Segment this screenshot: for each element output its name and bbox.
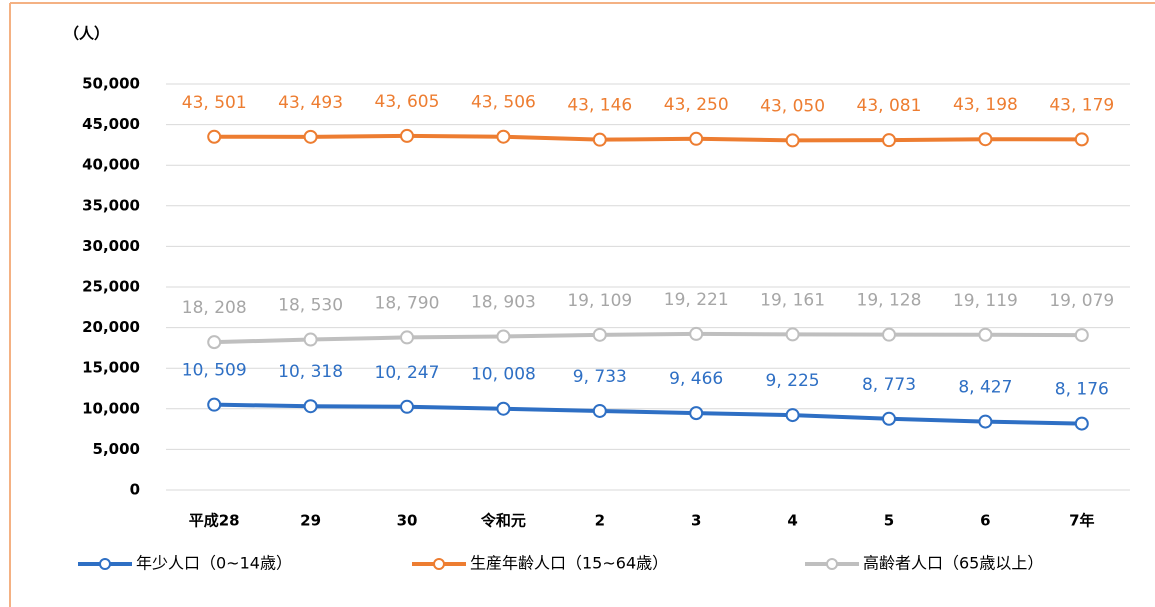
- value-label: 18, 903: [471, 293, 536, 313]
- legend-label: 生産年齢人口（15~64歳）: [470, 554, 668, 573]
- value-label: 19, 109: [567, 291, 632, 311]
- x-tick-label: 3: [691, 512, 701, 530]
- point: [496, 329, 511, 344]
- point: [978, 327, 993, 342]
- value-label: 18, 530: [278, 296, 343, 316]
- legend-marker: [433, 558, 445, 570]
- point: [496, 129, 511, 144]
- point: [1074, 416, 1089, 431]
- point: [978, 132, 993, 147]
- point: [303, 399, 318, 414]
- value-label: 19, 221: [664, 290, 729, 310]
- value-label: 10, 509: [182, 361, 247, 381]
- x-tick-label: 7年: [1069, 512, 1094, 530]
- y-tick-label: 20,000: [82, 318, 140, 336]
- point: [400, 128, 414, 143]
- point: [592, 132, 607, 147]
- point: [882, 133, 896, 148]
- y-tick-label: 45,000: [82, 115, 140, 133]
- value-label: 10, 247: [375, 363, 440, 383]
- legend-marker: [826, 558, 838, 570]
- y-tick-label: 15,000: [82, 359, 140, 377]
- value-label: 19, 119: [953, 291, 1018, 311]
- x-tick-label: 4: [787, 512, 797, 530]
- point: [400, 330, 414, 345]
- x-tick-label: 2: [595, 512, 605, 530]
- point: [689, 131, 704, 146]
- point: [882, 411, 896, 426]
- point: [207, 335, 222, 350]
- y-tick-label: 40,000: [82, 156, 140, 174]
- point: [592, 327, 607, 342]
- point: [689, 406, 704, 421]
- value-label: 43, 050: [760, 96, 825, 116]
- point: [785, 408, 800, 423]
- x-tick-label: 平成28: [189, 512, 240, 530]
- point: [785, 327, 800, 342]
- y-tick-label: 5,000: [93, 440, 140, 458]
- value-label: 43, 198: [953, 95, 1018, 115]
- series-line: [214, 331, 1082, 345]
- value-label: 8, 176: [1055, 380, 1109, 400]
- point: [207, 129, 222, 144]
- point: [1074, 132, 1089, 147]
- value-label: 18, 790: [375, 293, 440, 313]
- y-tick-label: 30,000: [82, 237, 140, 255]
- value-label: 8, 773: [862, 375, 916, 395]
- value-label: 43, 081: [857, 96, 922, 116]
- point: [207, 397, 222, 412]
- value-label: 43, 605: [375, 92, 440, 112]
- point: [689, 326, 704, 341]
- x-tick-label: 6: [980, 512, 990, 530]
- point: [785, 133, 800, 148]
- series-line: [214, 133, 1082, 143]
- x-tick-label: 令和元: [481, 512, 526, 530]
- value-label: 43, 501: [182, 93, 247, 113]
- x-tick-label: 30: [397, 512, 418, 530]
- value-label: 19, 079: [1049, 291, 1114, 311]
- legend-marker: [99, 558, 111, 570]
- y-tick-label: 10,000: [82, 399, 140, 417]
- x-tick-label: 5: [884, 512, 894, 530]
- value-label: 9, 733: [573, 367, 627, 387]
- value-label: 18, 208: [182, 298, 247, 318]
- point: [882, 327, 896, 342]
- value-label: 19, 128: [857, 291, 922, 311]
- y-tick-label: 35,000: [82, 196, 140, 214]
- value-label: 19, 161: [760, 290, 825, 310]
- value-label: 43, 250: [664, 95, 729, 115]
- point: [496, 401, 511, 416]
- point: [978, 414, 993, 429]
- y-tick-label: 0: [130, 481, 140, 499]
- value-label: 43, 146: [567, 96, 632, 116]
- point: [303, 129, 318, 144]
- point: [400, 399, 414, 414]
- point: [303, 332, 318, 347]
- legend-label: 高齢者人口（65歳以上）: [863, 554, 1043, 573]
- value-label: 10, 008: [471, 365, 536, 385]
- value-label: 9, 466: [669, 369, 723, 389]
- value-label: 43, 506: [471, 93, 536, 113]
- value-label: 43, 493: [278, 93, 343, 113]
- value-label: 10, 318: [278, 362, 343, 382]
- y-tick-label: 50,000: [82, 75, 140, 93]
- point: [592, 403, 607, 418]
- series-line: [214, 402, 1082, 426]
- y-tick-label: 25,000: [82, 278, 140, 296]
- value-label: 43, 179: [1049, 95, 1114, 115]
- y-axis-label: （人）: [64, 25, 109, 43]
- value-label: 8, 427: [958, 378, 1012, 398]
- legend-label: 年少人口（0~14歳）: [136, 554, 292, 573]
- point: [1074, 328, 1089, 343]
- x-tick-label: 29: [300, 512, 321, 530]
- value-label: 9, 225: [766, 371, 820, 391]
